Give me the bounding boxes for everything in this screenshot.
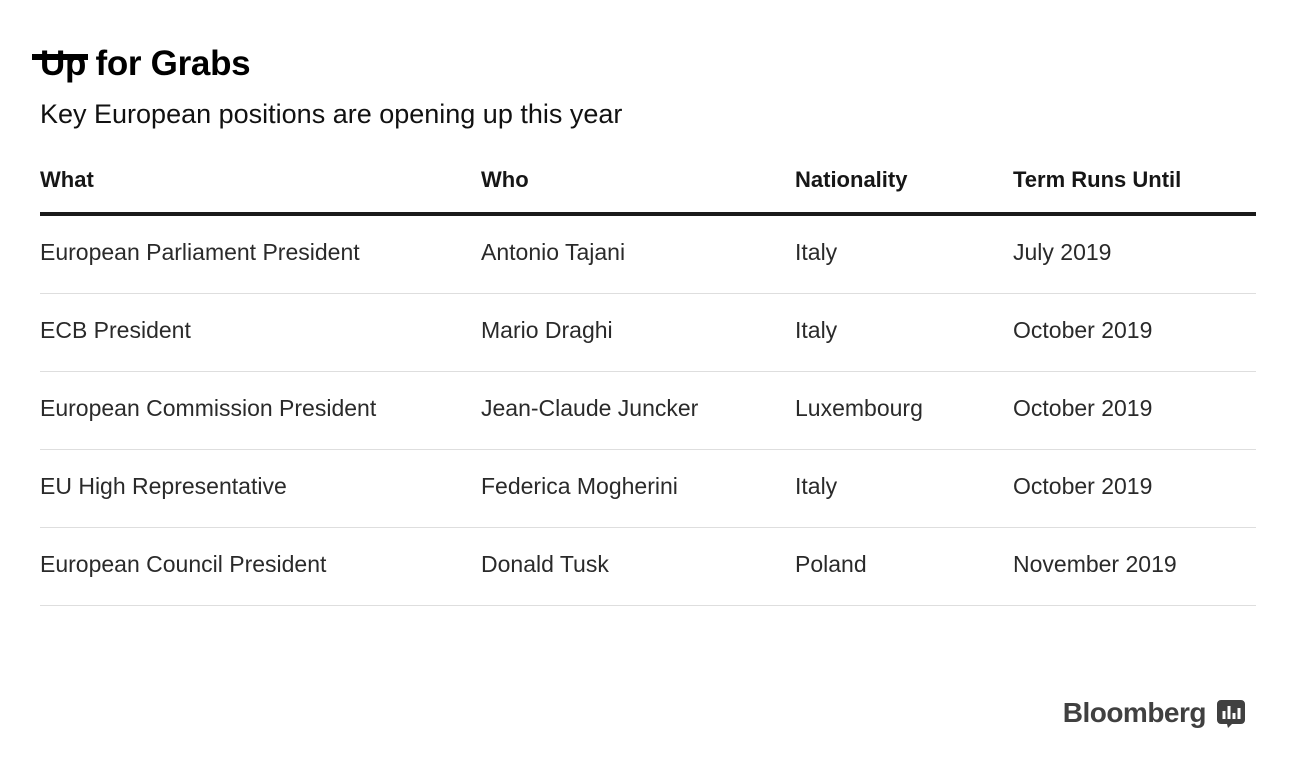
- column-header-nationality: Nationality: [795, 167, 908, 192]
- cell-nationality: Luxembourg: [795, 395, 923, 421]
- table-row: European Parliament President Antonio Ta…: [40, 216, 1256, 294]
- cell-what: European Commission President: [40, 395, 377, 421]
- column-header-what: What: [40, 167, 94, 192]
- cell-who: Antonio Tajani: [481, 239, 626, 265]
- cell-who: Donald Tusk: [481, 551, 609, 577]
- cell-who: Mario Draghi: [481, 317, 613, 343]
- table-header-row: What Who Nationality Term Runs Until: [40, 168, 1256, 216]
- cell-term: October 2019: [1013, 317, 1153, 343]
- chart-subtitle: Key European positions are opening up th…: [40, 99, 623, 129]
- cell-term: October 2019: [1013, 473, 1153, 499]
- column-header-who: Who: [481, 167, 529, 192]
- cell-what: EU High Representative: [40, 473, 287, 499]
- cell-nationality: Italy: [795, 239, 838, 265]
- table-row: ECB President Mario Draghi Italy October…: [40, 294, 1256, 372]
- cell-what: European Parliament President: [40, 239, 360, 265]
- cell-who: Federica Mogherini: [481, 473, 678, 499]
- cell-what: European Council President: [40, 551, 327, 577]
- source-attribution: Bloomberg: [1063, 696, 1246, 730]
- bloomberg-chart-bubble-icon: [1217, 700, 1245, 728]
- brand-tick: [32, 54, 88, 60]
- cell-nationality: Italy: [795, 317, 838, 343]
- table-row: European Commission President Jean-Claud…: [40, 372, 1256, 450]
- table-row: EU High Representative Federica Mogherin…: [40, 450, 1256, 528]
- cell-what: ECB President: [40, 317, 191, 343]
- table-body: European Parliament President Antonio Ta…: [40, 216, 1256, 606]
- bloomberg-wordmark: Bloomberg: [1062, 697, 1207, 728]
- cell-term: November 2019: [1013, 551, 1177, 577]
- chart-title: Up for Grabs: [40, 44, 251, 83]
- cell-nationality: Poland: [795, 551, 867, 577]
- positions-table: What Who Nationality Term Runs Until Eur…: [40, 168, 1256, 606]
- cell-term: July 2019: [1013, 239, 1112, 265]
- table-row: European Council President Donald Tusk P…: [40, 528, 1256, 606]
- cell-term: October 2019: [1013, 395, 1153, 421]
- cell-who: Jean-Claude Juncker: [481, 395, 699, 421]
- column-header-term: Term Runs Until: [1013, 167, 1182, 192]
- cell-nationality: Italy: [795, 473, 838, 499]
